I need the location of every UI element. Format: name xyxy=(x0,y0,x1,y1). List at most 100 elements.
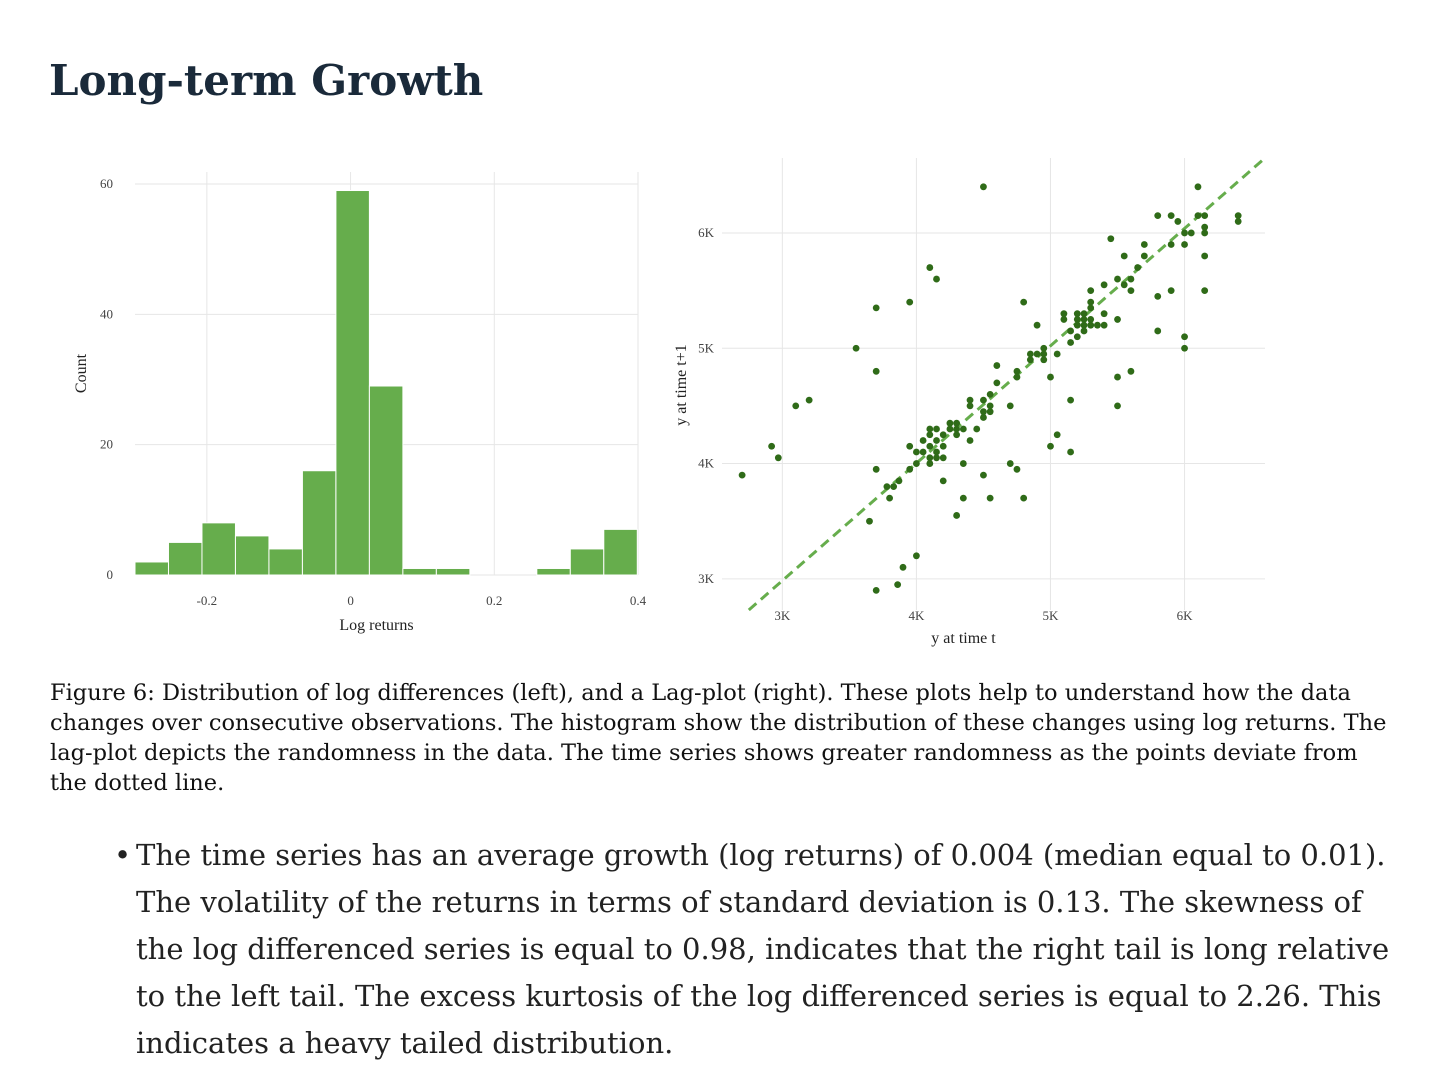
scatter-point xyxy=(1060,316,1068,323)
histogram-bar xyxy=(569,548,605,576)
x-tick-label: 5K xyxy=(1043,608,1060,623)
scatter-point xyxy=(1100,321,1108,329)
scatter-point xyxy=(1120,281,1128,289)
scatter-point xyxy=(1201,223,1209,231)
scatter-point xyxy=(913,552,920,560)
scatter-point xyxy=(959,494,967,502)
y-axis-title: y at time t+1 xyxy=(673,344,690,425)
scatter-point xyxy=(1006,460,1014,467)
scatter-point xyxy=(1201,212,1209,220)
y-tick-label: 0 xyxy=(107,567,114,582)
scatter-point xyxy=(1087,304,1095,312)
scatter-point xyxy=(872,367,880,375)
scatter-point xyxy=(966,402,974,410)
scatter-point xyxy=(1067,327,1074,335)
scatter-point xyxy=(986,402,994,410)
scatter-point xyxy=(939,477,947,485)
scatter-point xyxy=(1201,229,1209,237)
x-axis-title: y at time t xyxy=(931,630,996,647)
scatter-point xyxy=(919,448,927,456)
scatter-point xyxy=(1026,356,1034,364)
scatter-point xyxy=(980,471,987,479)
scatter-point xyxy=(946,419,954,427)
bullet-item: The time series has an average growth (l… xyxy=(110,832,1400,1067)
scatter-point xyxy=(993,362,1001,369)
scatter-point xyxy=(738,471,746,479)
histogram-bar xyxy=(268,548,303,576)
scatter-point xyxy=(980,396,987,404)
scatter-point xyxy=(913,448,920,456)
scatter-point xyxy=(953,419,961,427)
x-axis-title: Log returns xyxy=(339,617,413,634)
scatter-point xyxy=(1127,367,1135,375)
scatter-point xyxy=(993,379,1001,387)
scatter-point xyxy=(913,460,920,467)
scatter-point xyxy=(768,442,776,450)
scatter-point xyxy=(906,442,914,450)
scatter-point xyxy=(1087,298,1095,306)
bullet-list: The time series has an average growth (l… xyxy=(110,832,1400,1067)
scatter-point xyxy=(1067,339,1074,346)
scatter-point xyxy=(1201,252,1209,260)
histogram-bar xyxy=(435,567,471,576)
scatter-point xyxy=(1067,448,1074,456)
y-tick-label: 20 xyxy=(100,437,113,452)
scatter-point xyxy=(890,483,898,491)
scatter-point xyxy=(1140,241,1148,248)
scatter-point xyxy=(1100,281,1108,289)
scatter-point xyxy=(1073,310,1081,318)
y-tick-label: 5K xyxy=(698,340,715,355)
reference-line xyxy=(747,156,1266,612)
scatter-point xyxy=(926,454,934,462)
y-tick-label: 3K xyxy=(698,571,715,586)
scatter-point xyxy=(919,437,927,444)
y-axis-title: Count xyxy=(73,353,90,393)
scatter-point xyxy=(1033,321,1041,329)
scatter-point xyxy=(1033,350,1041,358)
y-tick-label: 60 xyxy=(100,176,113,191)
scatter-point xyxy=(1026,350,1034,358)
scatter-point xyxy=(933,275,940,283)
scatter-point xyxy=(953,425,961,433)
scatter-point xyxy=(1127,287,1135,295)
scatter-point xyxy=(1107,235,1115,243)
scatter-point xyxy=(926,431,934,439)
scatter-point xyxy=(1040,356,1048,364)
scatter-point xyxy=(1087,287,1095,295)
scatter-point xyxy=(933,437,940,444)
scatter-point xyxy=(872,465,880,473)
scatter-point xyxy=(1114,373,1121,381)
scatter-point xyxy=(1080,310,1088,318)
scatter-point xyxy=(1154,327,1162,335)
scatter-point xyxy=(1080,321,1088,329)
scatter-point xyxy=(1094,321,1101,329)
scatter-point xyxy=(966,396,974,404)
scatter-point xyxy=(1114,402,1121,410)
scatter-point xyxy=(1194,212,1202,220)
histogram-bar xyxy=(167,541,203,576)
scatter-point xyxy=(973,425,981,433)
scatter-point xyxy=(1073,321,1081,329)
x-tick-label: 0.2 xyxy=(486,593,502,608)
scatter-point xyxy=(939,431,947,439)
scatter-point xyxy=(1020,298,1028,306)
x-tick-label: 0.4 xyxy=(630,593,647,608)
y-tick-label: 6K xyxy=(698,225,715,240)
histogram-chart: 0 20 40 60 -0.2 0 0.2 0.4 Log returns Count xyxy=(73,172,647,634)
scatter-point xyxy=(1201,287,1209,295)
scatter-point xyxy=(933,448,940,456)
lag-plot-chart: 3K 4K 5K 6K 3K 4K 5K 6K y at time t y at time t+1 xyxy=(673,156,1266,647)
scatter-point xyxy=(886,494,893,502)
scatter-point xyxy=(986,390,994,398)
histogram-bar xyxy=(536,567,571,576)
scatter-point xyxy=(906,465,914,473)
x-tick-label: 0 xyxy=(347,593,354,608)
x-tick-label: 4K xyxy=(908,608,925,623)
scatter-point xyxy=(1154,292,1162,300)
scatter-point xyxy=(1047,442,1054,450)
scatter-point xyxy=(953,431,961,439)
scatter-point xyxy=(1114,275,1121,283)
scatter-point xyxy=(1114,316,1121,323)
x-tick-label: 6K xyxy=(1177,608,1194,623)
scatter-point xyxy=(933,454,940,462)
